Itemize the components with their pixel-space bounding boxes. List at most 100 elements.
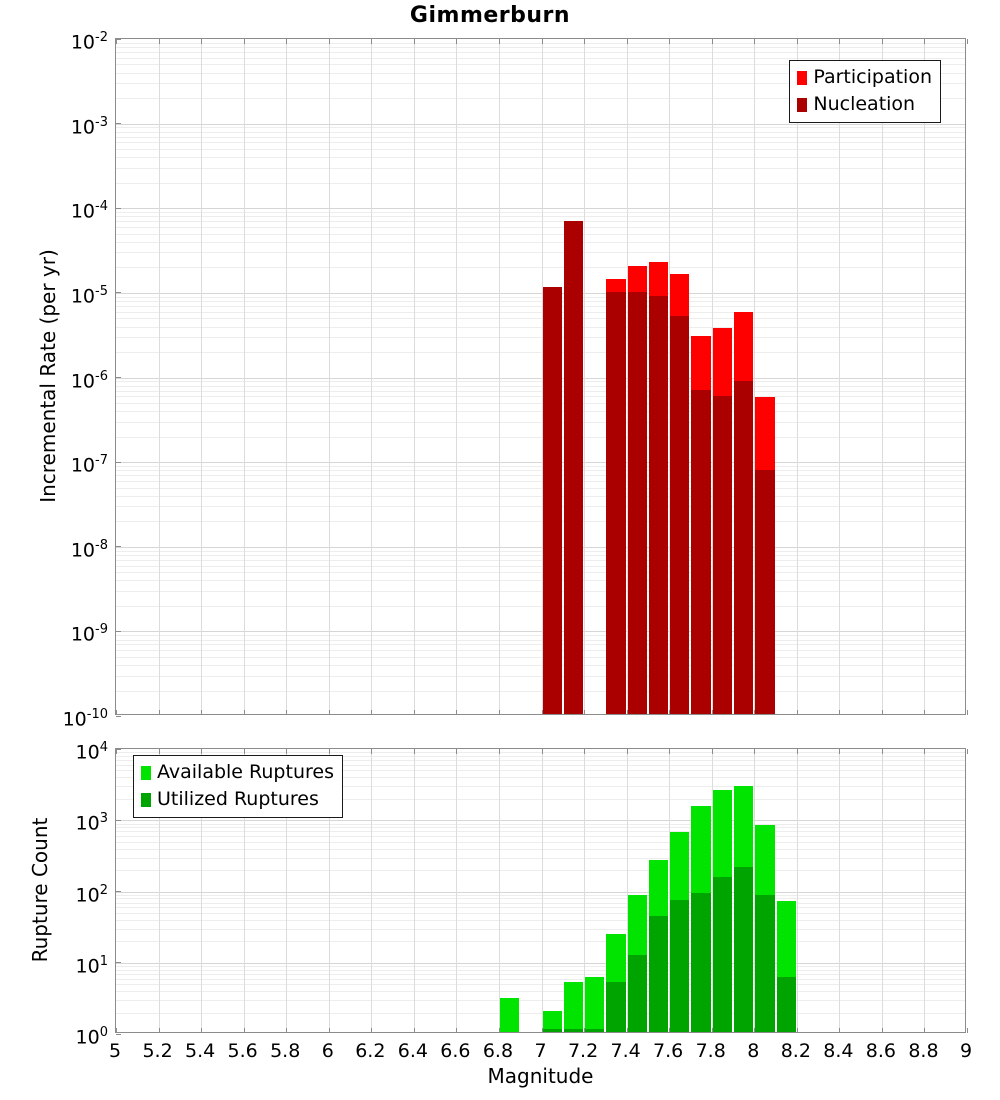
x-tick-label: 9	[959, 1040, 973, 1062]
gridline-vertical	[584, 39, 586, 714]
gridline-minor	[116, 580, 965, 582]
chart-title: Gimmerburn	[409, 3, 571, 28]
gridline-vertical	[158, 39, 160, 714]
x-tick	[456, 1028, 458, 1033]
legend-label: Utilized Ruptures	[157, 788, 319, 810]
y-tick	[116, 819, 121, 821]
gridline-vertical	[839, 39, 841, 714]
gridline-vertical	[498, 749, 500, 1032]
gridline-minor	[116, 318, 965, 320]
x-tick	[498, 1028, 500, 1033]
x-tick	[541, 39, 543, 44]
legend-label: Nucleation	[813, 93, 916, 115]
x-tick	[371, 710, 373, 715]
gridline-minor	[116, 157, 965, 159]
utilized-ruptures-swatch-icon	[141, 792, 151, 807]
y-tick-label: 10-2	[70, 30, 108, 54]
x-tick	[967, 710, 968, 715]
y-tick-label: 102	[75, 882, 108, 906]
legend-item-participation: Participation	[797, 64, 932, 91]
x-tick	[456, 749, 458, 754]
gridline-vertical	[456, 749, 458, 1032]
y-tick	[116, 292, 121, 294]
gridline-vertical	[286, 39, 288, 714]
gridline-major	[116, 208, 965, 210]
x-axis-label: Magnitude	[487, 1064, 594, 1088]
x-tick	[498, 39, 500, 44]
y-tick	[116, 38, 121, 40]
x-tick-label: 8.2	[780, 1040, 811, 1062]
x-tick-label: 5.6	[227, 1040, 258, 1062]
x-tick-label: 5.2	[142, 1040, 173, 1062]
gridline-minor	[116, 836, 965, 838]
bar-nucleation-m7.3	[606, 292, 626, 714]
x-tick	[754, 39, 756, 44]
x-tick	[626, 39, 628, 44]
gridline-minor	[116, 823, 965, 825]
gridline-minor	[116, 480, 965, 482]
gridline-minor	[116, 52, 965, 54]
gridline-minor	[116, 127, 965, 129]
x-tick	[669, 1028, 671, 1033]
gridline-vertical	[796, 749, 798, 1032]
x-tick	[328, 710, 330, 715]
gridline-minor	[116, 848, 965, 850]
x-tick	[584, 1028, 586, 1033]
gridline-major	[116, 462, 965, 464]
x-tick-label: 6.6	[440, 1040, 471, 1062]
x-tick	[711, 710, 713, 715]
gridline-minor	[116, 167, 965, 169]
gridline-minor	[116, 305, 965, 307]
gridline-vertical	[243, 39, 245, 714]
x-tick	[711, 39, 713, 44]
x-tick-label: 6	[321, 1040, 334, 1062]
gridline-minor	[116, 565, 965, 567]
x-tick	[243, 749, 245, 754]
nucleation-swatch-icon	[797, 97, 808, 112]
gridline-minor	[116, 902, 965, 904]
gridline-minor	[116, 385, 965, 387]
gridline-minor	[116, 978, 965, 980]
x-tick	[201, 749, 203, 754]
gridline-minor	[116, 352, 965, 354]
x-tick	[413, 1028, 415, 1033]
x-tick	[158, 710, 160, 715]
gridline-vertical	[881, 39, 883, 714]
gridline-minor	[116, 470, 965, 472]
gridline-minor	[116, 912, 965, 914]
gridline-minor	[116, 212, 965, 214]
gridline-minor	[116, 605, 965, 607]
gridline-minor	[116, 252, 965, 254]
gridline-vertical	[328, 39, 330, 714]
gridline-minor	[116, 465, 965, 467]
x-tick	[201, 39, 203, 44]
x-tick	[669, 39, 671, 44]
x-tick-label: 7.4	[610, 1040, 641, 1062]
gridline-minor	[116, 675, 965, 677]
x-tick	[158, 39, 160, 44]
gridline-vertical	[413, 39, 415, 714]
y-tick	[116, 1033, 121, 1035]
gridline-major	[116, 292, 965, 294]
bar-utilized-m7.3	[606, 982, 626, 1032]
x-tick	[626, 1028, 628, 1033]
gridline-major	[116, 631, 965, 633]
x-tick	[796, 1028, 798, 1033]
gridline-minor	[116, 650, 965, 652]
legend-label: Participation	[813, 66, 932, 88]
x-tick-label: 5.8	[270, 1040, 301, 1062]
gridline-minor	[116, 590, 965, 592]
y-tick	[116, 715, 121, 717]
bar-nucleation-m7.8	[712, 395, 732, 714]
gridline-minor	[116, 827, 965, 829]
x-tick	[498, 749, 500, 754]
gridline-vertical	[413, 749, 415, 1032]
y-tick-label: 10-5	[70, 283, 108, 308]
gridline-minor	[116, 690, 965, 692]
x-tick-label: 6.8	[482, 1040, 514, 1062]
gridline-minor	[116, 396, 965, 398]
x-tick	[754, 710, 756, 715]
x-tick	[967, 1028, 968, 1033]
x-tick	[328, 1028, 330, 1033]
